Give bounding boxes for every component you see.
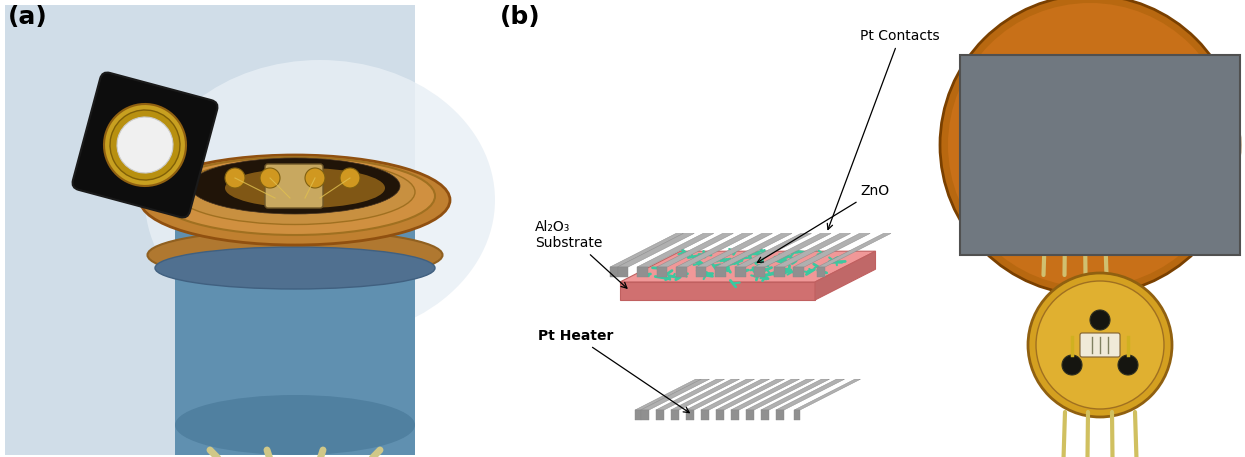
Text: (a): (a) — [7, 5, 47, 29]
Circle shape — [1036, 281, 1164, 409]
Ellipse shape — [139, 155, 449, 245]
Polygon shape — [794, 379, 860, 410]
Circle shape — [1028, 273, 1172, 417]
Ellipse shape — [225, 168, 385, 208]
Ellipse shape — [105, 104, 186, 186]
Bar — [960, 55, 1240, 255]
Circle shape — [260, 168, 280, 188]
Polygon shape — [656, 410, 664, 420]
Polygon shape — [656, 379, 725, 410]
Polygon shape — [818, 234, 891, 267]
Polygon shape — [754, 234, 832, 267]
Polygon shape — [618, 234, 695, 267]
Text: ZnO: ZnO — [757, 184, 889, 262]
Text: CE: CE — [1103, 90, 1117, 100]
Ellipse shape — [176, 159, 415, 224]
Text: (b): (b) — [500, 5, 540, 29]
Bar — [5, 5, 415, 455]
FancyBboxPatch shape — [1051, 161, 1097, 189]
Polygon shape — [735, 234, 812, 267]
Polygon shape — [716, 379, 784, 410]
Polygon shape — [635, 410, 641, 420]
Polygon shape — [656, 267, 667, 277]
Text: Pt Heater: Pt Heater — [538, 329, 690, 413]
Polygon shape — [701, 410, 708, 420]
Polygon shape — [774, 267, 784, 277]
Polygon shape — [715, 267, 726, 277]
Polygon shape — [715, 234, 792, 267]
Polygon shape — [686, 410, 693, 420]
Polygon shape — [686, 379, 754, 410]
Polygon shape — [610, 267, 618, 277]
Polygon shape — [656, 234, 733, 267]
Polygon shape — [618, 267, 629, 277]
Bar — [935, 0, 1240, 10]
Text: Pt Contacts: Pt Contacts — [827, 29, 940, 229]
Polygon shape — [620, 282, 815, 300]
Polygon shape — [761, 379, 829, 410]
Circle shape — [947, 3, 1233, 287]
Ellipse shape — [176, 395, 415, 455]
Polygon shape — [620, 251, 875, 282]
Polygon shape — [641, 379, 710, 410]
Polygon shape — [610, 234, 684, 267]
Bar — [176, 175, 415, 455]
Circle shape — [1062, 355, 1082, 375]
Polygon shape — [635, 379, 701, 410]
Polygon shape — [754, 267, 766, 277]
Polygon shape — [716, 410, 725, 420]
Circle shape — [940, 0, 1240, 295]
Text: Al₂O₃
Substrate: Al₂O₃ Substrate — [535, 220, 627, 288]
Polygon shape — [794, 410, 801, 420]
Ellipse shape — [144, 60, 496, 340]
Polygon shape — [776, 379, 844, 410]
Polygon shape — [818, 267, 825, 277]
Polygon shape — [776, 410, 784, 420]
Polygon shape — [676, 267, 687, 277]
Polygon shape — [735, 267, 746, 277]
Circle shape — [1118, 355, 1138, 375]
FancyBboxPatch shape — [72, 73, 218, 218]
Polygon shape — [731, 379, 799, 410]
Ellipse shape — [1015, 120, 1135, 230]
Polygon shape — [774, 234, 850, 267]
Polygon shape — [696, 234, 772, 267]
Ellipse shape — [1027, 131, 1123, 219]
Polygon shape — [731, 410, 740, 420]
Polygon shape — [746, 379, 814, 410]
Polygon shape — [701, 379, 769, 410]
Polygon shape — [793, 234, 870, 267]
Circle shape — [117, 117, 173, 173]
Polygon shape — [746, 410, 754, 420]
FancyBboxPatch shape — [1079, 333, 1120, 357]
Polygon shape — [761, 410, 769, 420]
Ellipse shape — [154, 157, 435, 235]
Circle shape — [225, 168, 245, 188]
Polygon shape — [671, 379, 740, 410]
Ellipse shape — [110, 110, 181, 180]
Polygon shape — [637, 267, 647, 277]
Polygon shape — [793, 267, 804, 277]
Ellipse shape — [154, 247, 435, 289]
Polygon shape — [676, 234, 753, 267]
Ellipse shape — [147, 230, 442, 280]
Circle shape — [340, 168, 360, 188]
FancyBboxPatch shape — [265, 164, 322, 208]
Circle shape — [1091, 310, 1111, 330]
Polygon shape — [641, 410, 649, 420]
Polygon shape — [637, 234, 713, 267]
Circle shape — [305, 168, 325, 188]
Polygon shape — [671, 410, 679, 420]
Polygon shape — [815, 251, 875, 300]
Ellipse shape — [190, 158, 400, 214]
Polygon shape — [696, 267, 706, 277]
